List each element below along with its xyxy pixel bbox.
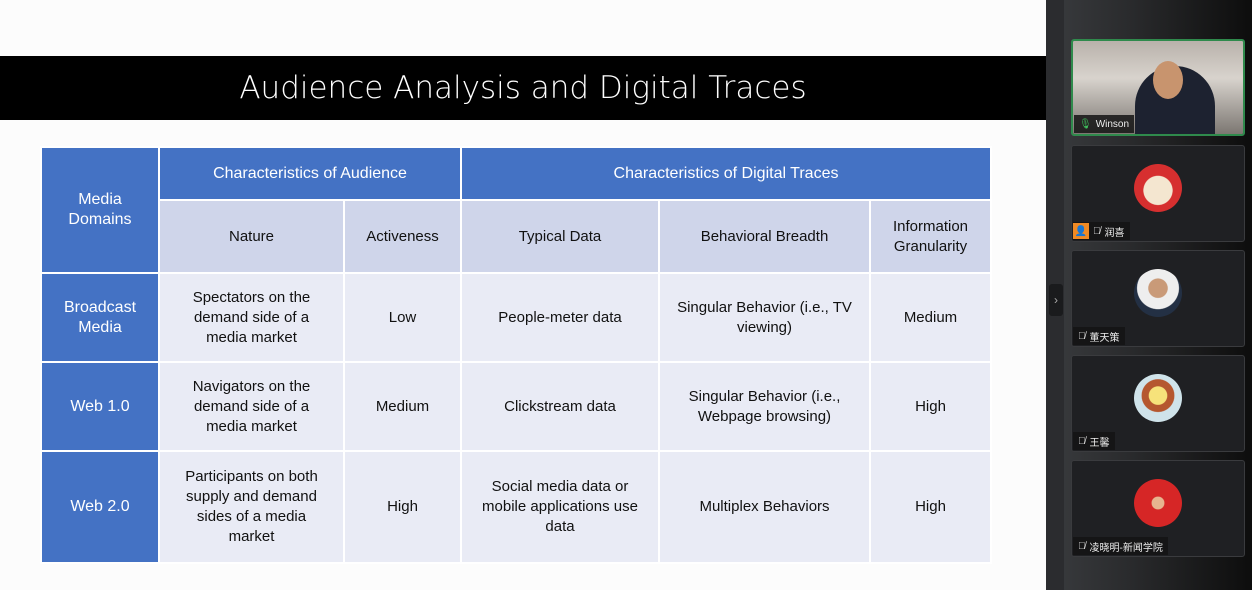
chevron-right-icon: › [1054, 293, 1058, 307]
table-cell: High [869, 361, 992, 452]
mic-muted-icon: 🎙̸ [1078, 540, 1086, 552]
table-cell: People-meter data [460, 272, 660, 363]
participant-tile[interactable]: 👤 🎙̸ 润喜 [1071, 145, 1245, 242]
participant-name: 润喜 [1104, 227, 1125, 239]
table-cell: Singular Behavior (i.e., Webpage browsin… [658, 361, 871, 452]
mic-muted-icon: 🎙̸ [1078, 330, 1086, 342]
table-cell: Low [343, 272, 462, 363]
participant-tile[interactable]: 🎙̸ 王馨 [1071, 355, 1245, 452]
name-tag: 🎙̸ 凌晓明-新闻学院 [1073, 537, 1168, 555]
participant-tile[interactable]: 🎙 Winson [1071, 39, 1245, 136]
corner-header: Media Domains [40, 146, 160, 274]
avatar [1134, 269, 1182, 317]
column-header: Typical Data [460, 199, 660, 274]
row-header: Web 2.0 [40, 450, 160, 564]
mic-on-icon: 🎙 [1079, 118, 1092, 130]
participant-name: 凌晓明-新闻学院 [1089, 542, 1163, 554]
row-header: Broadcast Media [40, 272, 160, 363]
table-cell: Singular Behavior (i.e., TV viewing) [658, 272, 871, 363]
participant-name: 董天策 [1089, 332, 1120, 344]
participant-face [1153, 61, 1183, 99]
group-header-traces: Characteristics of Digital Traces [460, 146, 992, 201]
table-cell: High [343, 450, 462, 564]
participant-tile[interactable]: 🎙̸ 董天策 [1071, 250, 1245, 347]
name-tag: 🎙̸ 王馨 [1073, 432, 1115, 450]
table-cell: Navigators on the demand side of a media… [158, 361, 345, 452]
participant-name: 王馨 [1089, 437, 1110, 449]
table-row: Web 2.0 Participants on both supply and … [40, 450, 992, 564]
name-tag: 🎙 Winson [1074, 115, 1135, 133]
name-tag: 🎙̸ 董天策 [1073, 327, 1125, 345]
mic-muted-icon: 🎙̸ [1093, 225, 1101, 237]
column-header: Nature [158, 199, 345, 274]
column-header: Behavioral Breadth [658, 199, 871, 274]
table-row: Web 1.0 Navigators on the demand side of… [40, 361, 992, 452]
table-cell: Medium [869, 272, 992, 363]
table-cell: Participants on both supply and demand s… [158, 450, 345, 564]
table-cell: Medium [343, 361, 462, 452]
participants-panel: › 🎙 Winson 👤 🎙̸ 润喜 🎙̸ 董天策 🎙̸ 王馨 🎙̸ 凌晓明-新闻学院 [1046, 0, 1252, 590]
table-cell: Multiplex Behaviors [658, 450, 871, 564]
shared-slide: Audience Analysis and Digital Traces Med… [0, 56, 1046, 564]
table-cell: Social media data or mobile applications… [460, 450, 660, 564]
column-header: Information Granularity [869, 199, 992, 274]
comparison-table: Media Domains Characteristics of Audienc… [40, 146, 992, 564]
slide-title: Audience Analysis and Digital Traces [0, 56, 1046, 120]
participant-tile[interactable]: 🎙̸ 凌晓明-新闻学院 [1071, 460, 1245, 557]
table-cell: Clickstream data [460, 361, 660, 452]
avatar [1134, 374, 1182, 422]
collapse-panel-button[interactable]: › [1049, 284, 1063, 316]
table-cell: High [869, 450, 992, 564]
row-header: Web 1.0 [40, 361, 160, 452]
table-cell: Spectators on the demand side of a media… [158, 272, 345, 363]
avatar [1134, 479, 1182, 527]
table-row: Broadcast Media Spectators on the demand… [40, 272, 992, 363]
name-tag: 👤 🎙̸ 润喜 [1073, 222, 1130, 240]
participant-name: Winson [1095, 118, 1130, 130]
host-badge-icon: 👤 [1073, 223, 1089, 239]
group-header-audience: Characteristics of Audience [158, 146, 462, 201]
column-header: Activeness [343, 199, 462, 274]
avatar [1134, 164, 1182, 212]
mic-muted-icon: 🎙̸ [1078, 435, 1086, 447]
